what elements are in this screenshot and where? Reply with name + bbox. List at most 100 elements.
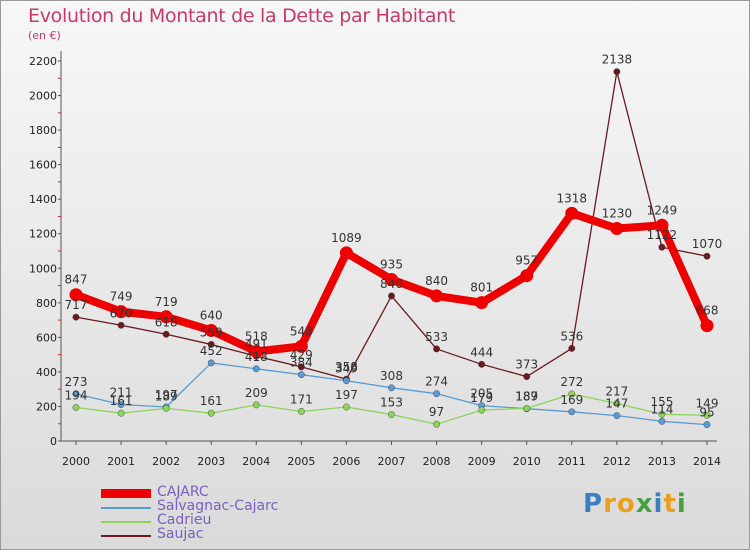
data-point: [613, 412, 621, 420]
data-label: 308: [380, 369, 403, 383]
series-lines: [69, 68, 714, 428]
data-point: [568, 390, 576, 398]
legend-label: Cadrieu: [157, 512, 212, 528]
x-tick-label: 2002: [152, 455, 180, 468]
data-label: 211: [110, 386, 133, 400]
data-label: 840: [425, 274, 448, 288]
data-label: 719: [155, 295, 178, 309]
data-point: [475, 296, 489, 310]
data-point: [568, 408, 576, 416]
data-point: [613, 68, 621, 76]
y-tick-label: 1600: [29, 159, 57, 172]
data-point: [433, 420, 440, 428]
data-label: 217: [605, 385, 628, 399]
brand-letter: o: [616, 489, 636, 519]
data-label: 97: [429, 405, 444, 419]
legend-label: Saujac: [157, 526, 204, 542]
data-label: 957: [515, 254, 538, 268]
data-point: [249, 345, 263, 359]
data-label: 179: [470, 391, 493, 405]
data-point: [655, 218, 669, 232]
data-point: [433, 390, 440, 398]
legend-label: Salvagnac-Cajarc: [157, 498, 279, 514]
legend-item: CAJARC: [101, 484, 401, 500]
data-label: 1070: [692, 237, 723, 251]
data-label: 274: [425, 375, 448, 389]
x-tick-label: 2013: [648, 455, 676, 468]
chart-title: Evolution du Montant de la Dette par Hab…: [28, 5, 456, 27]
data-point: [565, 206, 579, 220]
data-point: [72, 404, 80, 411]
data-point: [703, 411, 711, 419]
data-point: [297, 371, 305, 379]
data-label: 548: [290, 324, 313, 338]
data-label: 149: [696, 396, 719, 410]
data-point: [117, 409, 125, 417]
data-point: [658, 410, 666, 418]
x-tick-label: 2010: [513, 455, 541, 468]
data-label: 1089: [331, 231, 362, 245]
data-label: 935: [380, 258, 403, 272]
data-label: 384: [290, 356, 313, 370]
data-label: 444: [470, 345, 493, 359]
data-label: 749: [110, 290, 133, 304]
data-point: [207, 341, 215, 348]
data-point: [613, 400, 621, 407]
y-tick-label: 2000: [29, 90, 57, 103]
x-tick-label: 2001: [107, 455, 135, 468]
data-point: [69, 288, 83, 302]
data-point: [207, 409, 215, 417]
x-tick-label: 2005: [287, 455, 315, 468]
data-label: 272: [560, 375, 583, 389]
data-point: [523, 373, 531, 380]
data-point: [159, 310, 173, 324]
x-tick-label: 2011: [558, 455, 586, 468]
data-point: [430, 289, 444, 303]
data-point: [72, 390, 80, 398]
data-label: 533: [425, 330, 448, 344]
y-tick-label: 600: [36, 331, 57, 344]
x-tick-label: 2000: [62, 455, 90, 468]
data-labels: 717 670 618 559 491 429 358 840 533 444 373 536 2138…: [65, 53, 723, 420]
data-label: 194: [65, 388, 88, 402]
data-label: 518: [245, 330, 268, 344]
data-point: [523, 404, 531, 412]
data-label: 618: [155, 315, 178, 329]
x-tick-label: 2009: [468, 455, 496, 468]
data-point: [297, 408, 305, 415]
legend-swatch: [101, 489, 151, 498]
data-label: 373: [515, 358, 538, 372]
y-tick-label: 400: [36, 366, 57, 379]
data-label: 559: [200, 325, 223, 339]
data-point: [339, 246, 353, 260]
data-point: [700, 319, 714, 333]
data-label: 95: [699, 406, 714, 420]
y-tick-label: 2200: [29, 55, 57, 68]
axes: 0 200 400 600 800 1000 1200 1400 1600 1800 2000 220…: [29, 51, 721, 468]
x-tick-label: 2003: [197, 455, 225, 468]
brand-letter: i: [653, 489, 664, 519]
y-tick-label: 1000: [29, 262, 57, 275]
data-point: [114, 305, 128, 319]
brand-letter: x: [635, 489, 654, 519]
x-tick-label: 2006: [332, 455, 360, 468]
data-label: 1249: [647, 203, 678, 217]
data-point: [117, 401, 125, 408]
data-label: 273: [65, 375, 88, 389]
brand-logo: Proxiti: [583, 489, 687, 519]
data-point: [478, 406, 486, 414]
data-point: [658, 417, 666, 425]
y-tick-label: 0: [50, 435, 57, 448]
legend-swatch: [101, 535, 151, 537]
y-tick-label: 1400: [29, 193, 57, 206]
data-label: 189: [515, 389, 538, 403]
x-tick-label: 2007: [378, 455, 406, 468]
data-point: [343, 403, 350, 411]
data-point: [388, 384, 395, 392]
data-label: 147: [605, 397, 628, 411]
data-point: [72, 313, 80, 321]
data-point: [162, 404, 170, 412]
data-point: [294, 339, 308, 353]
y-tick-label: 1200: [29, 228, 57, 241]
